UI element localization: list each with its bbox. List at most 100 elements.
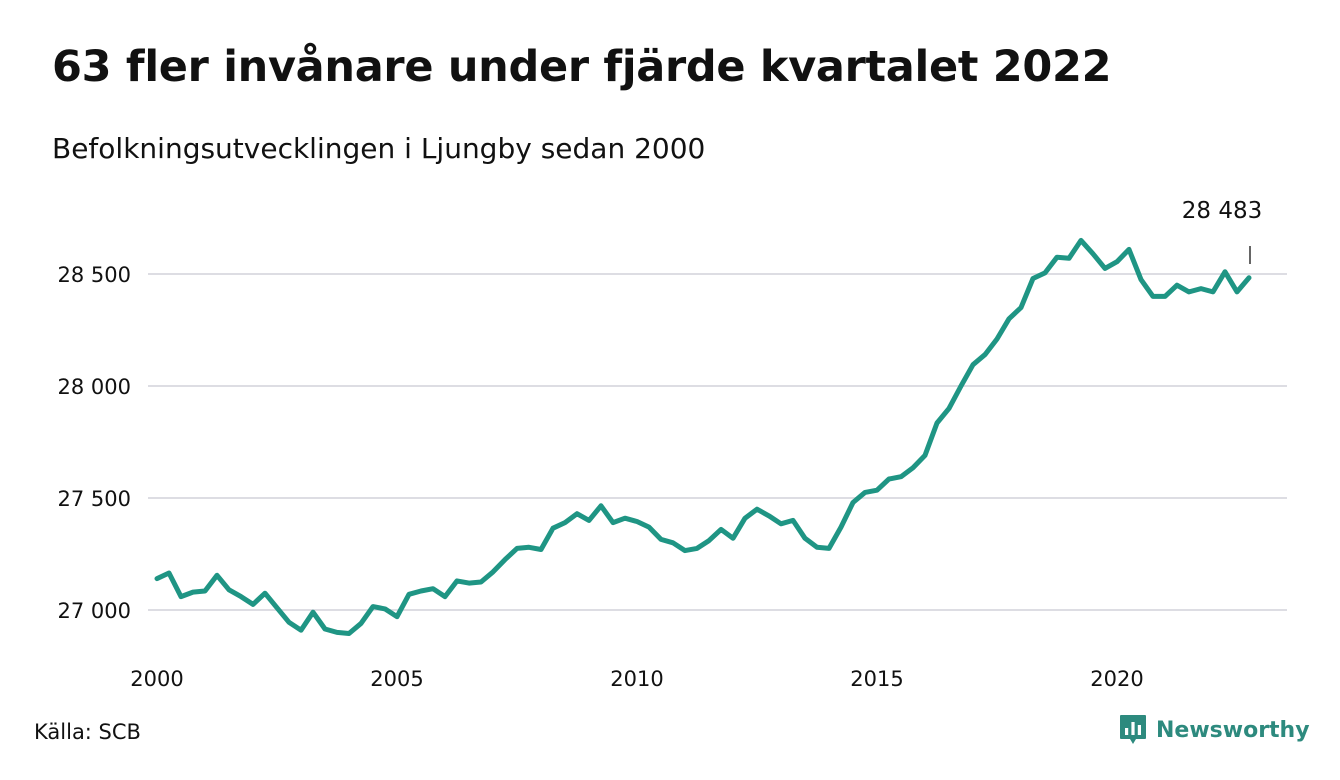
- data-point: [359, 621, 364, 626]
- data-point: [1115, 259, 1120, 264]
- data-point: [155, 576, 160, 581]
- data-point: [887, 477, 892, 482]
- data-point: [335, 630, 340, 635]
- data-point: [191, 590, 196, 595]
- data-point: [599, 503, 604, 508]
- data-point: [1007, 316, 1012, 321]
- data-point: [1103, 266, 1108, 271]
- data-point: [299, 628, 304, 633]
- data-point: [1211, 289, 1216, 294]
- data-point: [167, 571, 172, 576]
- data-point: [227, 587, 232, 592]
- y-tick-label: 28 500: [58, 263, 131, 287]
- data-point: [911, 465, 916, 470]
- data-point: [1067, 256, 1072, 261]
- data-point: [431, 586, 436, 591]
- data-point: [443, 594, 448, 599]
- data-point: [1151, 294, 1156, 299]
- data-point: [215, 573, 220, 578]
- data-point: [815, 545, 820, 550]
- grid-lines: [148, 273, 1287, 611]
- data-point: [503, 557, 508, 562]
- data-point: [1031, 276, 1036, 281]
- data-point: [695, 546, 700, 551]
- data-point: [1079, 238, 1084, 243]
- data-point: [659, 537, 664, 542]
- data-point: [1247, 275, 1252, 280]
- data-point: [407, 592, 412, 597]
- data-point: [923, 453, 928, 458]
- chart-title: 63 fler invånare under fjärde kvartalet …: [52, 42, 1112, 92]
- data-point: [755, 507, 760, 512]
- data-point: [1235, 289, 1240, 294]
- data-point: [611, 520, 616, 525]
- data-point: [287, 620, 292, 625]
- data-point: [1043, 270, 1048, 275]
- y-tick-labels: 27 000 27 500 28 000 28 500: [58, 263, 131, 623]
- data-point: [263, 591, 268, 596]
- x-tick-label: 2010: [610, 667, 663, 691]
- data-point: [623, 516, 628, 521]
- data-point: [275, 605, 280, 610]
- data-point: [947, 406, 952, 411]
- data-point: [779, 521, 784, 526]
- data-point: [1127, 247, 1132, 252]
- data-point: [983, 352, 988, 357]
- y-tick-label: 28 000: [58, 375, 131, 399]
- data-point: [419, 589, 424, 594]
- data-point: [1019, 305, 1024, 310]
- data-point: [203, 589, 208, 594]
- data-point: [683, 548, 688, 553]
- data-point: [959, 384, 964, 389]
- data-point: [479, 580, 484, 585]
- data-point: [719, 527, 724, 532]
- data-point: [1187, 289, 1192, 294]
- x-tick-label: 2020: [1090, 667, 1143, 691]
- data-point: [995, 337, 1000, 342]
- data-point: [851, 500, 856, 505]
- data-point: [347, 631, 352, 636]
- data-point: [839, 525, 844, 530]
- data-point: [863, 490, 868, 495]
- data-point: [803, 536, 808, 541]
- data-point: [971, 362, 976, 367]
- brand-name: Newsworthy: [1156, 717, 1310, 743]
- data-point: [515, 546, 520, 551]
- series-group: [154, 237, 1252, 636]
- data-point: [239, 594, 244, 599]
- data-point: [383, 606, 388, 611]
- data-point: [575, 511, 580, 516]
- data-point: [1055, 255, 1060, 260]
- y-tick-label: 27 000: [58, 599, 131, 623]
- data-points: [155, 238, 1252, 636]
- data-point: [551, 526, 556, 531]
- data-point: [791, 518, 796, 523]
- data-point: [563, 520, 568, 525]
- x-tick-labels: 2000 2005 2010 2015 2020: [130, 667, 1143, 691]
- data-point: [899, 474, 904, 479]
- x-tick-label: 2005: [370, 667, 423, 691]
- data-point: [647, 525, 652, 530]
- data-point: [1223, 269, 1228, 274]
- data-point: [731, 536, 736, 541]
- y-tick-label: 27 500: [58, 487, 131, 511]
- data-point: [539, 547, 544, 552]
- data-point: [455, 578, 460, 583]
- data-point: [827, 546, 832, 551]
- data-point: [371, 604, 376, 609]
- data-point: [635, 519, 640, 524]
- data-point: [671, 540, 676, 545]
- newsworthy-logo-icon: [1120, 715, 1146, 744]
- data-point: [179, 594, 184, 599]
- data-point: [251, 602, 256, 607]
- data-point: [1199, 286, 1204, 291]
- data-point: [707, 538, 712, 543]
- data-point: [323, 627, 328, 632]
- data-point: [491, 569, 496, 574]
- brand-logo[interactable]: Newsworthy: [1118, 713, 1310, 747]
- x-tick-label: 2015: [850, 667, 903, 691]
- end-value-label: 28 483: [1182, 198, 1262, 224]
- data-point: [1091, 251, 1096, 256]
- population-line: [154, 237, 1252, 636]
